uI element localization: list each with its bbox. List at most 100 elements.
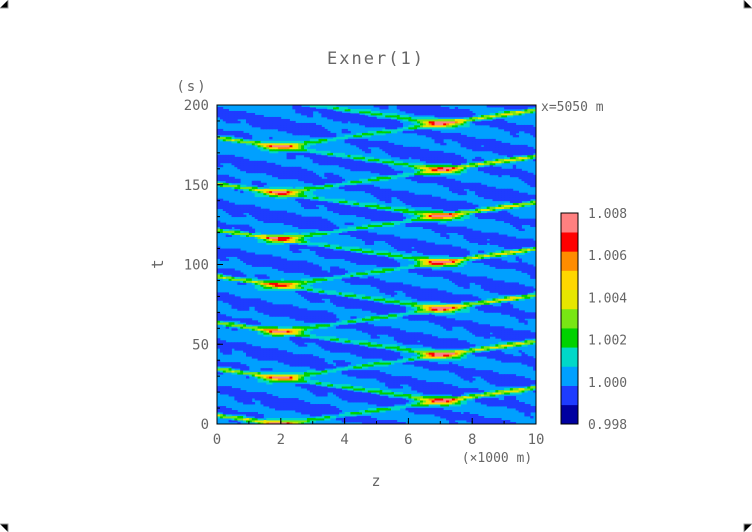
heatmap-cell: [483, 288, 488, 291]
heatmap-cell: [489, 370, 493, 373]
heatmap-cell: [367, 420, 372, 423]
heatmap-cell: [251, 374, 256, 377]
heatmap-cell: [327, 348, 331, 351]
heatmap-cell: [283, 374, 287, 377]
heatmap-cell: [379, 376, 383, 379]
heatmap-cell: [280, 330, 285, 333]
heatmap-cell: [321, 418, 325, 421]
heatmap-cell: [472, 396, 476, 399]
heatmap-cell: [260, 380, 264, 383]
heatmap-cell: [353, 342, 357, 345]
heatmap-cell: [420, 356, 424, 359]
heatmap-cell: [454, 404, 459, 407]
heatmap-cell: [373, 316, 377, 319]
heatmap-cell: [449, 364, 453, 367]
heatmap-cell: [272, 306, 276, 309]
heatmap-cell: [289, 332, 293, 335]
heatmap-cell: [446, 312, 450, 315]
heatmap-cell: [434, 316, 438, 319]
heatmap-cell: [463, 276, 467, 279]
heatmap-cell: [396, 268, 401, 271]
heatmap-cell: [533, 332, 537, 335]
heatmap-cell: [370, 344, 374, 347]
heatmap-cell: [434, 388, 438, 391]
heatmap-cell: [443, 264, 447, 267]
heatmap-cell: [364, 370, 369, 373]
heatmap-cell: [379, 312, 383, 315]
heatmap-cell: [222, 318, 227, 321]
heatmap-cell: [466, 372, 470, 375]
heatmap-cell: [234, 318, 238, 321]
heatmap-cell: [495, 378, 499, 381]
heatmap-cell: [338, 364, 343, 367]
heatmap-cell: [301, 310, 305, 313]
heatmap-cell: [312, 374, 316, 377]
heatmap-cell: [246, 326, 250, 329]
heatmap-cell: [518, 266, 522, 269]
heatmap-cell: [504, 422, 508, 425]
heatmap-cell: [391, 282, 395, 285]
heatmap-cell: [286, 310, 290, 313]
heatmap-cell: [327, 278, 331, 281]
heatmap-cell: [391, 304, 395, 307]
heatmap-cell: [396, 256, 401, 259]
heatmap-cell: [217, 320, 221, 323]
heatmap-cell: [405, 378, 409, 381]
heatmap-cell: [306, 406, 311, 409]
heatmap-cell: [225, 364, 229, 367]
heatmap-cell: [246, 400, 250, 403]
heatmap-cell: [434, 342, 438, 345]
heatmap-cell: [298, 410, 302, 413]
heatmap-cell: [509, 336, 514, 339]
heatmap-cell: [475, 282, 479, 285]
heatmap-cell: [260, 260, 264, 263]
heatmap-cell: [379, 352, 383, 355]
heatmap-cell: [370, 332, 374, 335]
heatmap-cell: [315, 310, 319, 313]
heatmap-cell: [263, 404, 267, 407]
heatmap-cell: [219, 254, 224, 257]
heatmap-cell: [509, 400, 514, 403]
heatmap-cell: [272, 262, 276, 265]
heatmap-cell: [385, 304, 389, 307]
heatmap-cell: [434, 408, 438, 411]
heatmap-cell: [289, 304, 293, 307]
heatmap-cell: [370, 350, 374, 353]
heatmap-cell: [359, 352, 363, 355]
heatmap-cell: [382, 354, 386, 357]
heatmap-cell: [231, 298, 235, 301]
heatmap-cell: [312, 362, 316, 365]
heatmap-cell: [272, 334, 276, 337]
heatmap-cell: [475, 398, 479, 401]
heatmap-cell: [460, 354, 464, 357]
heatmap-cell: [440, 324, 444, 327]
heatmap-cell: [234, 394, 238, 397]
heatmap-cell: [344, 370, 348, 373]
heatmap-cell: [431, 348, 435, 351]
heatmap-cell: [260, 286, 264, 289]
heatmap-cell: [521, 292, 525, 295]
heatmap-cell: [492, 404, 496, 407]
heatmap-cell: [478, 330, 482, 333]
heatmap-cell: [362, 400, 366, 403]
heatmap-cell: [472, 414, 476, 417]
heatmap-cell: [335, 252, 340, 255]
heatmap-cell: [414, 382, 418, 385]
heatmap-cell: [408, 264, 412, 267]
heatmap-cell: [364, 376, 369, 379]
heatmap-cell: [434, 338, 438, 341]
heatmap-cell: [246, 372, 250, 375]
heatmap-cell: [507, 356, 511, 359]
heatmap-cell: [475, 278, 479, 281]
heatmap-cell: [269, 308, 273, 311]
heatmap-cell: [385, 310, 389, 313]
heatmap-cell: [350, 374, 354, 377]
heatmap-cell: [228, 364, 232, 367]
heatmap-cell: [478, 328, 482, 331]
heatmap-cell: [373, 296, 377, 299]
heatmap-cell: [257, 350, 261, 353]
heatmap-cell: [443, 384, 447, 387]
heatmap-cell: [454, 320, 459, 323]
heatmap-cell: [425, 262, 430, 265]
heatmap-cell: [388, 254, 392, 257]
